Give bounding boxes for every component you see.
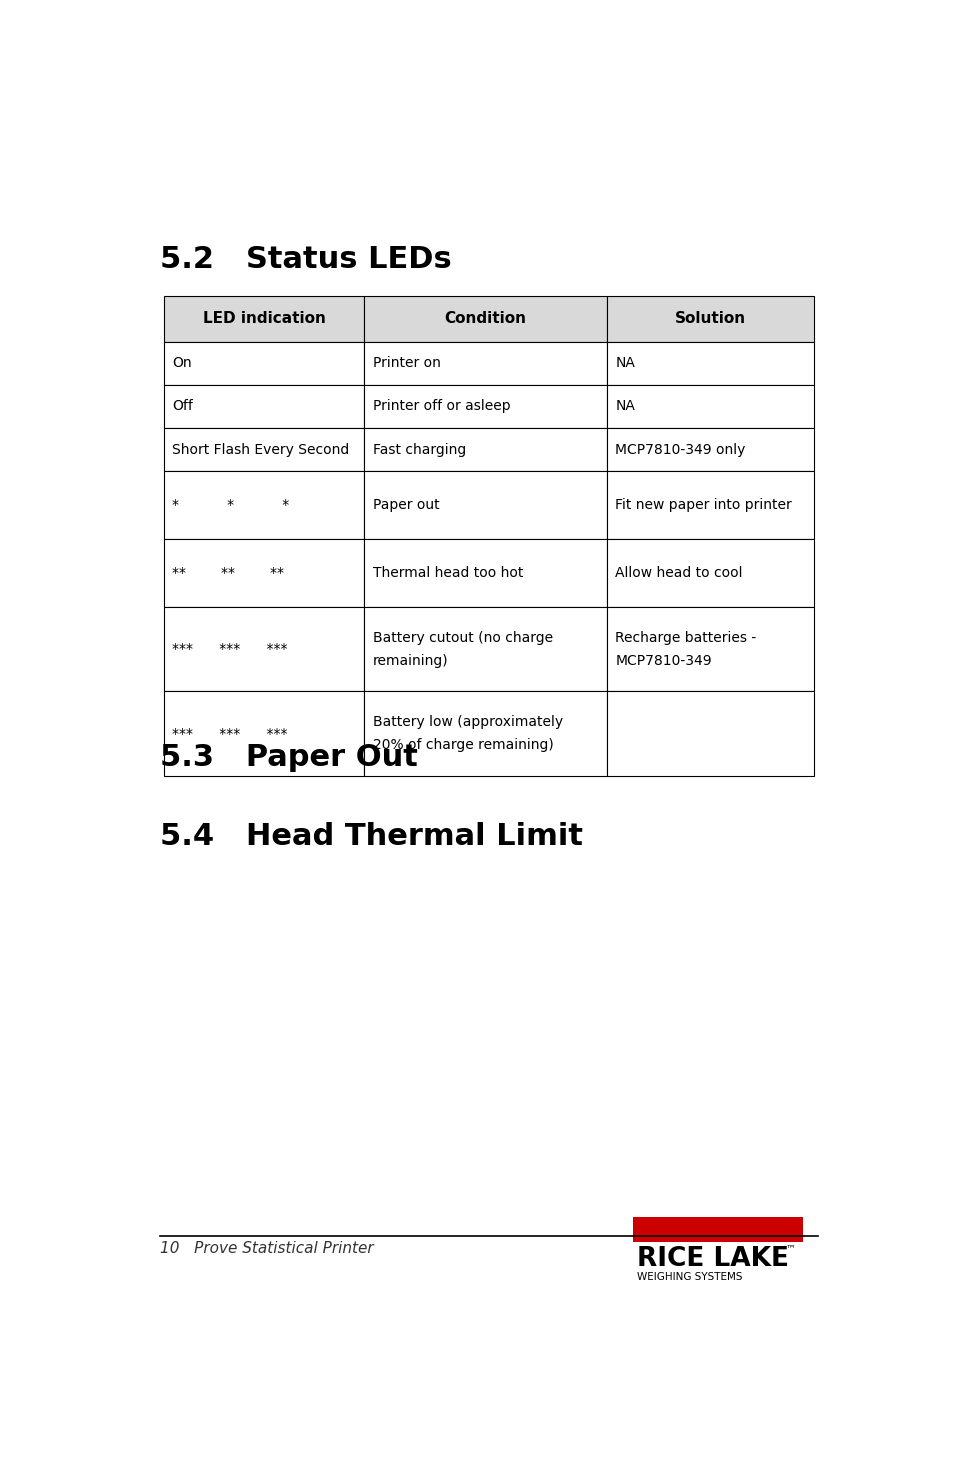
- FancyBboxPatch shape: [164, 428, 364, 471]
- FancyBboxPatch shape: [164, 342, 364, 385]
- FancyBboxPatch shape: [606, 692, 813, 776]
- FancyBboxPatch shape: [606, 471, 813, 540]
- FancyBboxPatch shape: [606, 608, 813, 692]
- Text: **        **        **: ** ** **: [172, 566, 284, 580]
- Text: ***      ***      ***: *** *** ***: [172, 643, 288, 656]
- Text: 5.4   Head Thermal Limit: 5.4 Head Thermal Limit: [160, 822, 582, 851]
- Text: On: On: [172, 357, 192, 370]
- FancyBboxPatch shape: [164, 540, 364, 608]
- FancyBboxPatch shape: [364, 540, 606, 608]
- Text: 10   Prove Statistical Printer: 10 Prove Statistical Printer: [160, 1240, 374, 1257]
- FancyBboxPatch shape: [364, 428, 606, 471]
- FancyBboxPatch shape: [633, 1217, 802, 1242]
- Text: Short Flash Every Second: Short Flash Every Second: [172, 442, 350, 457]
- Text: Fast charging: Fast charging: [373, 442, 466, 457]
- Text: ***      ***      ***: *** *** ***: [172, 727, 288, 740]
- Text: MCP7810-349: MCP7810-349: [615, 653, 711, 668]
- Text: WEIGHING SYSTEMS: WEIGHING SYSTEMS: [637, 1271, 741, 1282]
- Text: 20% of charge remaining): 20% of charge remaining): [373, 738, 554, 752]
- Text: RICE LAKE: RICE LAKE: [637, 1246, 788, 1271]
- Text: Battery low (approximately: Battery low (approximately: [373, 715, 562, 729]
- FancyBboxPatch shape: [606, 296, 813, 342]
- Text: Printer off or asleep: Printer off or asleep: [373, 400, 510, 413]
- Text: Battery cutout (no charge: Battery cutout (no charge: [373, 631, 553, 645]
- FancyBboxPatch shape: [606, 540, 813, 608]
- Text: NA: NA: [615, 357, 635, 370]
- Text: Allow head to cool: Allow head to cool: [615, 566, 742, 580]
- Text: Printer on: Printer on: [373, 357, 440, 370]
- FancyBboxPatch shape: [606, 385, 813, 428]
- FancyBboxPatch shape: [364, 692, 606, 776]
- FancyBboxPatch shape: [164, 608, 364, 692]
- Text: Condition: Condition: [444, 311, 526, 326]
- Text: 5.3   Paper Out: 5.3 Paper Out: [160, 742, 417, 771]
- Text: Off: Off: [172, 400, 193, 413]
- Text: Solution: Solution: [674, 311, 745, 326]
- Text: ™: ™: [784, 1243, 794, 1254]
- FancyBboxPatch shape: [606, 428, 813, 471]
- FancyBboxPatch shape: [164, 296, 364, 342]
- Text: NA: NA: [615, 400, 635, 413]
- Text: Fit new paper into printer: Fit new paper into printer: [615, 499, 791, 512]
- Text: *           *           *: * * *: [172, 499, 290, 512]
- FancyBboxPatch shape: [164, 471, 364, 540]
- FancyBboxPatch shape: [606, 342, 813, 385]
- Text: Paper out: Paper out: [373, 499, 439, 512]
- Text: Thermal head too hot: Thermal head too hot: [373, 566, 523, 580]
- FancyBboxPatch shape: [364, 296, 606, 342]
- FancyBboxPatch shape: [164, 385, 364, 428]
- Text: MCP7810-349 only: MCP7810-349 only: [615, 442, 745, 457]
- Text: remaining): remaining): [373, 653, 448, 668]
- FancyBboxPatch shape: [364, 608, 606, 692]
- Text: 5.2   Status LEDs: 5.2 Status LEDs: [160, 245, 451, 274]
- FancyBboxPatch shape: [364, 342, 606, 385]
- Text: Recharge batteries -: Recharge batteries -: [615, 631, 756, 645]
- FancyBboxPatch shape: [364, 385, 606, 428]
- FancyBboxPatch shape: [164, 692, 364, 776]
- Text: LED indication: LED indication: [202, 311, 325, 326]
- FancyBboxPatch shape: [364, 471, 606, 540]
